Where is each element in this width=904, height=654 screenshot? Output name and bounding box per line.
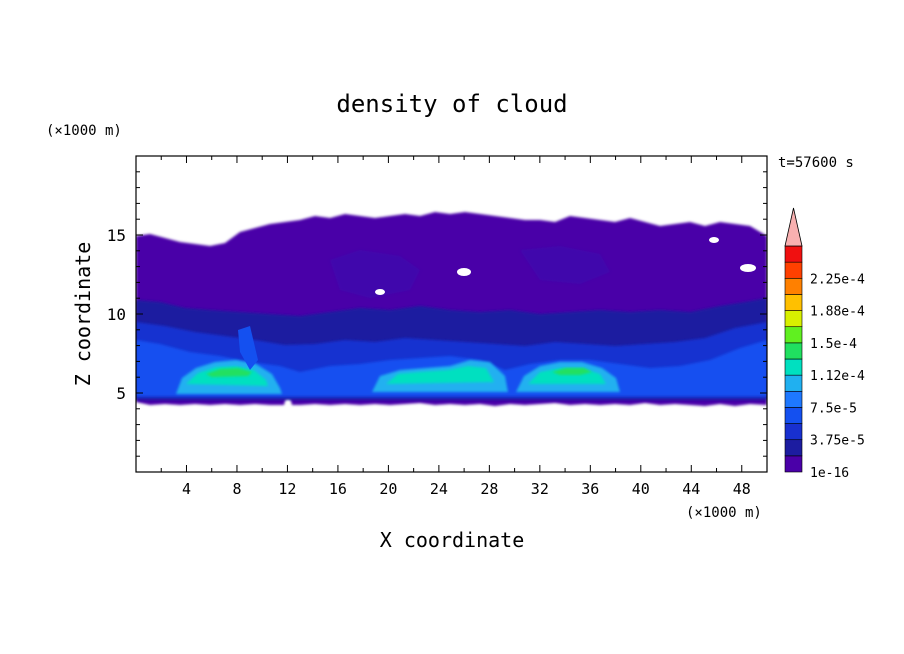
- colorbar-label: 2.25e-4: [810, 272, 865, 287]
- clear-gap-3: [740, 264, 756, 272]
- colorbar-swatch: [784, 277, 803, 295]
- x-tick-label: 40: [632, 480, 650, 498]
- colorbar-swatch: [784, 358, 803, 376]
- x-tick-label: 32: [531, 480, 549, 498]
- colorbar-label: 7.5e-5: [810, 401, 857, 416]
- colorbar-swatch: [784, 439, 803, 457]
- y-tick-label: 15: [107, 226, 126, 245]
- y-tick-label: 5: [116, 384, 126, 403]
- cell-2-core: [386, 366, 494, 384]
- x-tick-label: 4: [182, 480, 191, 498]
- density-field: [136, 212, 767, 406]
- x-tick-label: 8: [232, 480, 241, 498]
- colorbar-label: 1.12e-4: [810, 369, 865, 384]
- time-label: t=57600 s: [778, 155, 854, 171]
- colorbar-swatch: [784, 294, 803, 311]
- clear-gap-5: [238, 326, 258, 370]
- upper-patch-1: [330, 250, 420, 298]
- cell-1-peak: [206, 368, 252, 377]
- colorbar-label: 3.75e-5: [810, 434, 865, 449]
- colorbar-swatch: [784, 423, 803, 441]
- y-tick-label: 10: [107, 305, 126, 324]
- x-unit-label: (×1000 m): [686, 505, 762, 521]
- y-axis-label: Z coordinate: [71, 242, 95, 387]
- colorbar-swatch: [784, 245, 803, 263]
- colorbar-swatch: [784, 374, 803, 392]
- x-tick-label: 16: [329, 480, 347, 498]
- colorbar-label: 1e-16: [810, 466, 849, 481]
- colorbar-overflow-arrow: [784, 207, 803, 247]
- colorbar-label: 1.88e-4: [810, 305, 865, 320]
- chart-title: density of cloud: [336, 90, 567, 118]
- colorbar-swatch: [784, 261, 803, 279]
- colorbar-swatch: [784, 407, 803, 424]
- clear-gap-2: [375, 289, 385, 295]
- clear-gap-4: [709, 237, 719, 243]
- x-tick-label: 48: [733, 480, 751, 498]
- x-axis-label: X coordinate: [380, 528, 525, 552]
- y-unit-label: (×1000 m): [46, 123, 122, 139]
- colorbar-label: 1.5e-4: [810, 337, 857, 352]
- colorbar-swatch: [784, 390, 803, 408]
- x-tick-label: 28: [480, 480, 498, 498]
- colorbar: 1e-16 3.75e-5 7.5e-5 1.12e-4 1.5e-4 1.88e-4 2.…: [784, 207, 865, 481]
- x-tick-label: 44: [682, 480, 700, 498]
- colorbar-swatch: [784, 310, 803, 328]
- cell-3-peak: [552, 368, 592, 375]
- x-tick-label: 24: [430, 480, 448, 498]
- upper-patch-2: [520, 246, 610, 284]
- x-tick-label: 20: [379, 480, 397, 498]
- clear-gap-1: [457, 268, 471, 276]
- x-tick-label: 12: [278, 480, 296, 498]
- colorbar-swatch: [784, 326, 803, 344]
- x-tick-label: 36: [581, 480, 599, 498]
- colorbar-swatch: [784, 342, 803, 360]
- colorbar-swatch: [784, 455, 803, 473]
